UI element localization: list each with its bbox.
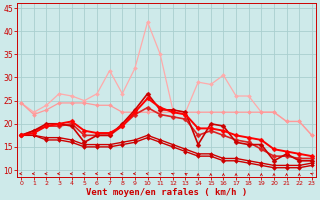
X-axis label: Vent moyen/en rafales ( km/h ): Vent moyen/en rafales ( km/h ) [86, 188, 247, 197]
